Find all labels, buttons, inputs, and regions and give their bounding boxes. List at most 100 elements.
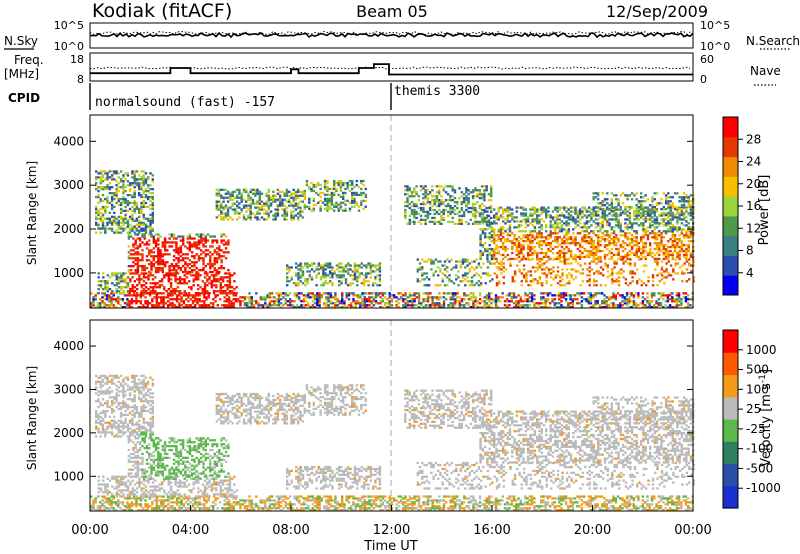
heatmap-cell bbox=[474, 210, 477, 214]
heatmap-cell bbox=[433, 208, 436, 212]
heatmap-cell bbox=[499, 216, 503, 219]
heatmap-cell bbox=[495, 247, 498, 251]
heatmap-cell bbox=[103, 298, 106, 301]
heatmap-cell bbox=[149, 282, 152, 285]
heatmap-cell bbox=[135, 184, 139, 187]
heatmap-cell bbox=[194, 274, 198, 277]
heatmap-cell bbox=[427, 258, 431, 261]
heatmap-cell bbox=[640, 240, 643, 243]
heatmap-cell bbox=[171, 298, 174, 301]
heatmap-cell bbox=[477, 262, 481, 265]
heatmap-cell bbox=[301, 194, 304, 197]
heatmap-cell bbox=[481, 230, 485, 233]
cpid-panel: normalsound (fast) -157 themis 3300 bbox=[89, 83, 480, 110]
heatmap-cell bbox=[211, 253, 214, 256]
heatmap-cell bbox=[463, 298, 466, 301]
heatmap-cell bbox=[115, 170, 118, 173]
heatmap-cell bbox=[565, 242, 568, 245]
heatmap-cell bbox=[147, 274, 150, 277]
heatmap-cell bbox=[483, 204, 486, 208]
heatmap-cell bbox=[449, 212, 452, 216]
heatmap-cell bbox=[175, 270, 178, 274]
heatmap-cell bbox=[133, 203, 136, 207]
heatmap-cell bbox=[238, 192, 241, 195]
heatmap-cell bbox=[197, 235, 201, 238]
heatmap-cell bbox=[479, 206, 482, 209]
heatmap-cell bbox=[617, 251, 620, 255]
heatmap-cell bbox=[157, 306, 161, 309]
heatmap-cell bbox=[490, 253, 494, 257]
heatmap-cell bbox=[455, 260, 458, 263]
heatmap-cell bbox=[437, 266, 440, 269]
heatmap-cell bbox=[286, 266, 289, 269]
heatmap-cell bbox=[623, 296, 627, 299]
heatmap-cell bbox=[601, 300, 604, 303]
heatmap-cell bbox=[544, 304, 547, 307]
freq-step-line bbox=[90, 63, 693, 76]
heatmap-cell bbox=[152, 255, 155, 258]
heatmap-cell bbox=[493, 247, 496, 251]
heatmap-cell bbox=[393, 296, 396, 299]
heatmap-cell bbox=[671, 253, 674, 257]
heatmap-cell bbox=[169, 302, 172, 305]
heatmap-cell bbox=[147, 292, 150, 295]
heatmap-cell bbox=[572, 240, 575, 243]
heatmap-cell bbox=[491, 262, 494, 265]
heatmap-cell bbox=[524, 240, 528, 243]
heatmap-cell bbox=[547, 214, 550, 217]
heatmap-cell bbox=[204, 255, 207, 258]
heatmap-cell bbox=[520, 249, 523, 253]
heatmap-cell bbox=[653, 306, 656, 309]
heatmap-cell bbox=[498, 280, 501, 283]
heatmap-cell bbox=[151, 213, 154, 216]
heatmap-cell bbox=[428, 201, 432, 204]
heatmap-cell bbox=[640, 236, 643, 239]
heatmap-cell bbox=[554, 208, 557, 211]
heatmap-cell bbox=[362, 280, 366, 283]
heatmap-cell bbox=[517, 294, 520, 297]
heatmap-cell bbox=[188, 280, 191, 283]
heatmap-cell bbox=[526, 300, 529, 303]
heatmap-cell bbox=[211, 263, 214, 266]
heatmap-cell bbox=[267, 198, 270, 201]
heatmap-cell bbox=[517, 249, 521, 253]
heatmap-cell bbox=[174, 280, 177, 283]
heatmap-cell bbox=[135, 205, 139, 209]
heatmap-cell bbox=[200, 235, 203, 238]
heatmap-cell bbox=[435, 220, 439, 223]
heatmap-cell bbox=[538, 232, 541, 235]
heatmap-cell bbox=[662, 220, 665, 223]
heatmap-cell bbox=[684, 300, 688, 303]
heatmap-cell bbox=[626, 224, 629, 227]
heatmap-cell bbox=[202, 243, 205, 246]
heatmap-cell bbox=[242, 190, 246, 193]
heatmap-cell bbox=[239, 302, 242, 305]
heatmap-cell bbox=[154, 269, 158, 272]
heatmap-cell bbox=[667, 230, 670, 233]
heatmap-cell bbox=[641, 292, 645, 295]
heatmap-cell bbox=[283, 204, 286, 207]
heatmap-cell bbox=[320, 294, 323, 297]
heatmap-cell bbox=[545, 255, 548, 259]
heatmap-cell bbox=[538, 276, 542, 279]
heatmap-cell bbox=[139, 259, 142, 262]
heatmap-cell bbox=[306, 280, 309, 283]
heatmap-cell bbox=[592, 304, 595, 307]
heatmap-cell bbox=[585, 208, 589, 211]
heatmap-cell bbox=[157, 304, 161, 307]
heatmap-cell bbox=[531, 280, 535, 283]
heatmap-cell bbox=[621, 257, 625, 261]
heatmap-cell bbox=[144, 229, 148, 232]
heatmap-cell bbox=[483, 300, 486, 303]
heatmap-cell bbox=[245, 200, 248, 203]
heatmap-cell bbox=[184, 245, 187, 248]
heatmap-cell bbox=[226, 210, 230, 213]
heatmap-cell bbox=[183, 282, 186, 285]
heatmap-cell bbox=[119, 207, 123, 211]
heatmap-cell bbox=[533, 210, 537, 213]
heatmap-cell bbox=[533, 228, 537, 231]
heatmap-cell bbox=[428, 220, 432, 223]
heatmap-cell bbox=[344, 282, 348, 285]
heatmap-cell bbox=[680, 298, 683, 301]
heatmap-cell bbox=[512, 302, 516, 305]
